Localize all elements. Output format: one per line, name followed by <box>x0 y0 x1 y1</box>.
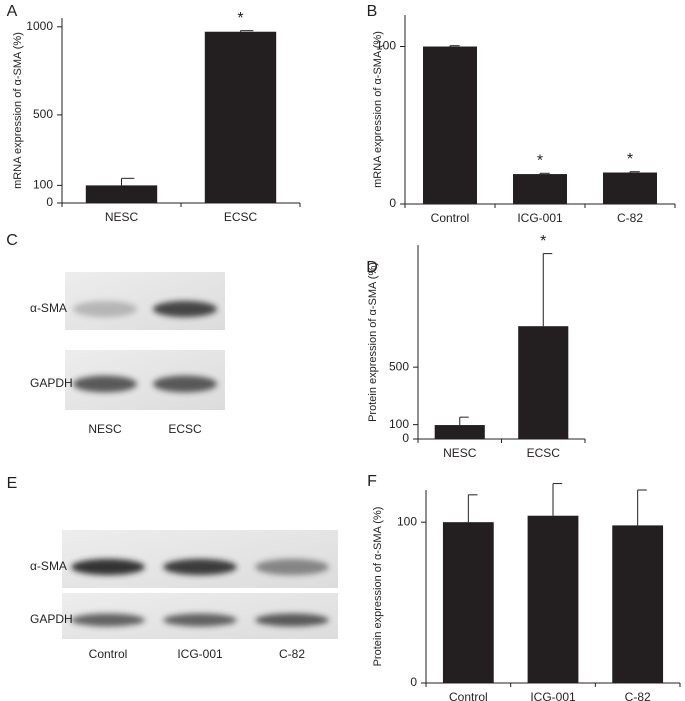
bar <box>612 525 664 683</box>
bar <box>527 515 579 683</box>
blot-band <box>71 558 145 576</box>
y-tick-label: 0 <box>46 195 53 209</box>
blot-band <box>73 375 137 393</box>
significance-mark: * <box>627 151 633 168</box>
bar <box>603 172 657 204</box>
panel-letter: C <box>6 232 18 249</box>
significance-mark: * <box>537 153 543 170</box>
panel-letter: E <box>7 475 18 492</box>
panel-letter: F <box>367 473 377 490</box>
x-tick-label: ECSC <box>527 446 561 460</box>
y-tick-label: 100 <box>389 417 409 431</box>
y-axis-label: mRNA expression of α-SMA (%) <box>12 32 24 189</box>
y-tick-label: 0 <box>389 196 396 210</box>
blot-band <box>255 613 329 627</box>
y-axis-label: Protein expression of α-SMA (%) <box>372 507 384 667</box>
bar <box>423 46 477 204</box>
y-tick-label: 100 <box>33 178 53 192</box>
y-tick-label: 0 <box>410 675 417 689</box>
y-axis-label: Protein expression of α-SMA (%) <box>367 262 379 422</box>
bar <box>434 425 485 439</box>
bar <box>513 174 567 204</box>
y-tick-label: 500 <box>389 359 409 373</box>
bar <box>204 31 277 203</box>
blot-band <box>71 613 145 627</box>
x-tick-label: NESC <box>105 210 139 224</box>
blot-band <box>153 375 217 393</box>
significance-mark: * <box>540 233 546 250</box>
y-tick-label: 100 <box>376 39 396 53</box>
bar <box>85 185 158 203</box>
blot-lane-label: NESC <box>88 422 122 436</box>
bar <box>442 522 494 683</box>
x-tick-label: C-82 <box>617 211 643 225</box>
y-tick-label: 1000 <box>26 19 53 33</box>
blot-band <box>255 558 329 576</box>
y-axis-label: mRNA expression of α-SMA (%) <box>372 31 384 188</box>
x-tick-label: Control <box>449 690 488 701</box>
x-tick-label: C-82 <box>625 690 651 701</box>
blot-membrane <box>65 272 225 330</box>
x-tick-label: ICG-001 <box>517 211 563 225</box>
panel-letter: D <box>366 259 378 276</box>
blot-row-label: α-SMA <box>30 301 67 315</box>
blot-lane-label: Control <box>89 647 128 661</box>
y-tick-label: 0 <box>402 431 409 445</box>
blot-row-label: α-SMA <box>30 559 67 573</box>
blot-lane-label: ECSC <box>168 422 202 436</box>
blot-lane-label: C-82 <box>279 647 305 661</box>
blot-band <box>73 300 137 318</box>
y-tick-label: 500 <box>33 107 53 121</box>
blot-row-label: GAPDH <box>30 612 73 626</box>
x-tick-label: Control <box>431 211 470 225</box>
blot-band <box>153 300 217 318</box>
x-tick-label: ECSC <box>224 210 258 224</box>
y-tick-label: 100 <box>397 514 417 528</box>
panel-letter: B <box>367 3 378 20</box>
significance-mark: * <box>237 10 243 27</box>
panel-letter: A <box>7 3 18 20</box>
blot-band <box>163 558 237 576</box>
blot-lane-label: ICG-001 <box>177 647 223 661</box>
blot-row-label: GAPDH <box>30 376 73 390</box>
x-tick-label: NESC <box>443 446 477 460</box>
blot-band <box>163 613 237 627</box>
x-tick-label: ICG-001 <box>530 690 576 701</box>
bar <box>518 326 569 439</box>
